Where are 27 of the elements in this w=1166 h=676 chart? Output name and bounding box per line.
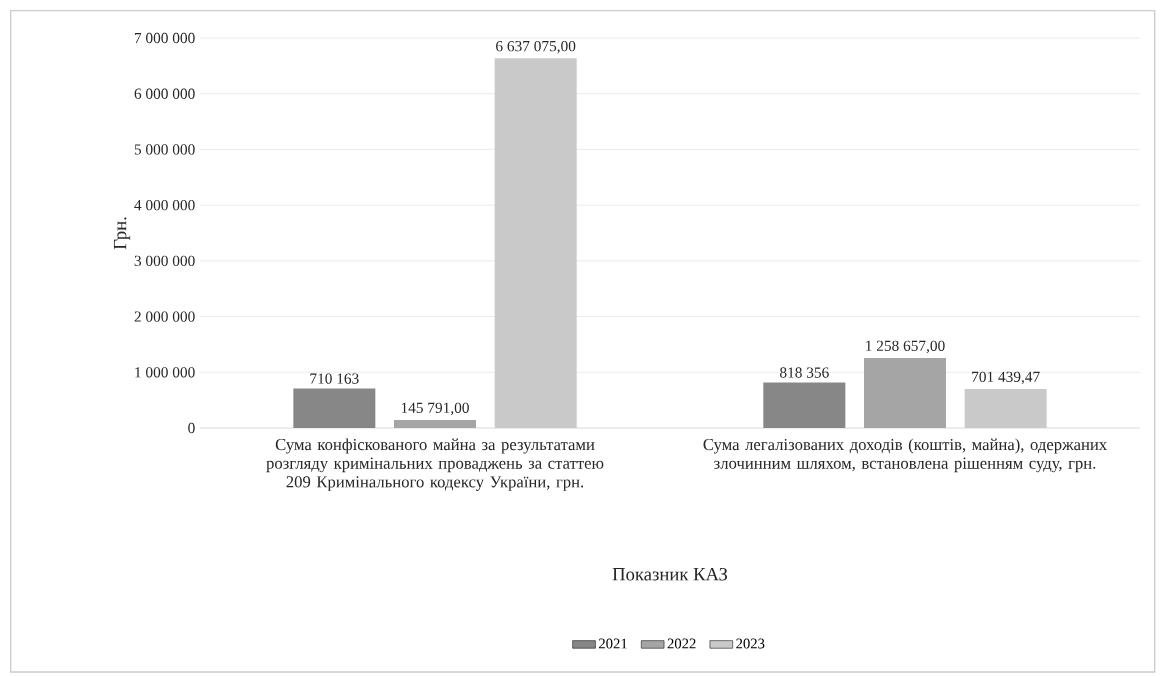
- bar: [494, 58, 577, 428]
- legend-label: 2023: [736, 638, 765, 649]
- y-tick-label: 3 000 000: [134, 255, 195, 267]
- bar: [964, 388, 1047, 428]
- y-tick-label: 0: [188, 422, 195, 434]
- data-label: 710 163: [310, 373, 359, 384]
- x-tick-label: Сума легалізованих доходів (коштів, майна), одержаних злочинним шляхом, встановлена рішенням суду, грн.: [703, 438, 1107, 473]
- y-tick-label: 6 000 000: [134, 88, 195, 99]
- bar: [394, 419, 477, 428]
- data-label: 145 791,00: [401, 402, 469, 416]
- legend-label: 2022: [667, 638, 696, 649]
- y-tick-label: 2 000 000: [134, 311, 195, 322]
- data-label: 1 258 657,00: [866, 340, 945, 354]
- y-tick-label: 4 000 000: [134, 199, 195, 211]
- y-tick-label: 1 000 000: [135, 367, 195, 378]
- y-tick-label: 5 000 000: [134, 144, 195, 155]
- x-tick-label: Сума конфіскованого майна за результатами розгляду кримінальних проваджень за статтею 209 Кримінального кодексу України, грн.: [266, 438, 604, 491]
- data-label: 6 637 075,00: [496, 40, 576, 54]
- bar: [293, 388, 376, 428]
- data-label: 818 356: [780, 367, 829, 378]
- y-tick-label: 7 000 000: [134, 32, 195, 44]
- y-axis-title: Грн.: [113, 217, 131, 250]
- bar: [864, 357, 947, 428]
- legend-label: 2021: [599, 638, 627, 649]
- data-label: 701 439,47: [972, 371, 1040, 385]
- bar: [763, 382, 846, 428]
- x-axis-title: Показник КАЗ: [612, 567, 728, 581]
